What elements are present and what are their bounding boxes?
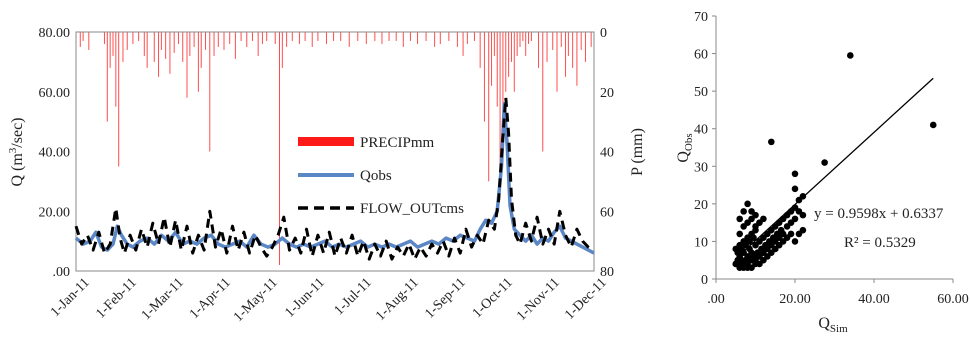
scatter-point	[736, 230, 743, 238]
scatter-x-tick-label: 40.00	[858, 292, 890, 307]
legend-qobs-label: Qobs	[360, 168, 392, 184]
regression-equation: y = 0.9598x + 0.6337	[814, 206, 944, 222]
scatter-point	[821, 159, 828, 166]
right-y-axis-label: P (mm)	[629, 128, 646, 176]
legend-flow-label: FLOW_OUTcms	[360, 201, 464, 217]
x-tick-label: 1-Jun-11	[282, 275, 327, 320]
left-y-tick-label: 40.00	[39, 146, 71, 161]
scatter-x-tick-label: 20.00	[779, 292, 811, 307]
scatter-point	[760, 215, 767, 223]
scatter-chart: 0 10 20 30 40 50 60 70 .00 20.00 40.00 60.00 QObs Q…	[675, 10, 969, 335]
x-tick-label: 1-Aug-11	[373, 275, 422, 324]
right-y-tick-label: 0	[600, 26, 607, 41]
scatter-y-tick-label: 70	[694, 10, 708, 25]
left-y-tick-label: 80.00	[39, 26, 71, 41]
scatter-points	[732, 52, 937, 272]
left-y-tick-label: 20.00	[39, 205, 71, 220]
scatter-point	[744, 200, 751, 208]
timeseries-legend: PRECIPmm Qobs FLOW_OUTcms	[298, 135, 464, 217]
timeseries-plot-frame	[75, 31, 595, 272]
scatter-y-tick-label: 20	[694, 198, 708, 213]
scatter-x-axis-label: QSim	[818, 315, 848, 335]
x-tick-label: 1-Oct-11	[470, 275, 516, 321]
scatter-point	[752, 211, 759, 219]
scatter-point	[750, 234, 757, 241]
scatter-y-tick-label: 40	[694, 123, 708, 138]
right-y-tick-label: 40	[600, 146, 614, 161]
scatter-point	[736, 215, 743, 223]
scatter-y-tick-label: 30	[694, 160, 708, 175]
scatter-point	[799, 211, 807, 219]
scatter-x-tick-label: .00	[707, 292, 725, 307]
scatter-y-tick-label: 60	[694, 48, 708, 63]
right-y-tick-label: 60	[600, 205, 614, 220]
x-tick-label: 1-Sep-11	[422, 275, 469, 322]
x-tick-label: 1-Dec-11	[562, 275, 610, 323]
scatter-point	[791, 215, 799, 223]
scatter-point	[799, 226, 807, 234]
scatter-x-tick-label: 60.00	[937, 292, 969, 307]
right-y-tick-label: 80	[600, 265, 614, 280]
scatter-y-tick-label: 10	[694, 235, 708, 250]
x-tick-label: 1-Jan-11	[48, 275, 93, 320]
x-tick-label: 1-Apr-11	[187, 275, 234, 322]
scatter-y-axis-label: QObs	[675, 133, 695, 162]
left-y-axis-label: Q (m3/sec)	[7, 117, 26, 186]
left-y-tick-label: 60.00	[39, 86, 71, 101]
regression-line	[735, 77, 934, 260]
r-squared: R² = 0.5329	[844, 235, 916, 251]
scatter-y-tick-label: 50	[694, 85, 708, 100]
legend-precip-swatch	[298, 137, 354, 146]
x-tick-label: 1-May-11	[231, 275, 281, 325]
scatter-point	[768, 138, 775, 146]
scatter-point	[791, 170, 799, 178]
scatter-point	[787, 230, 795, 238]
left-y-tick-label: .00	[53, 265, 71, 280]
precip-bars	[79, 32, 592, 266]
scatter-point	[791, 185, 799, 193]
flow-out-line	[74, 96, 595, 261]
timeseries-chart: .00 20.00 40.00 60.00 80.00 0 20 40 60 80 1-Jan-11…	[7, 26, 646, 325]
x-tick-label: 1-Nov-11	[514, 275, 563, 324]
right-y-tick-label: 20	[600, 86, 614, 101]
x-tick-label: 1-Jul-11	[332, 275, 375, 318]
x-tick-label: 1-Feb-11	[93, 275, 140, 322]
scatter-point	[929, 121, 937, 129]
legend-precip-label: PRECIPmm	[360, 135, 435, 151]
x-tick-label: 1-Mar-11	[139, 275, 187, 323]
scatter-point	[732, 245, 740, 253]
scatter-point	[740, 208, 747, 215]
scatter-ticks: 0 10 20 30 40 50 60 70 .00 20.00 40.00 60.00	[694, 10, 969, 307]
scatter-y-tick-label: 0	[701, 273, 708, 288]
scatter-point	[847, 52, 854, 59]
scatter-point	[791, 238, 799, 245]
